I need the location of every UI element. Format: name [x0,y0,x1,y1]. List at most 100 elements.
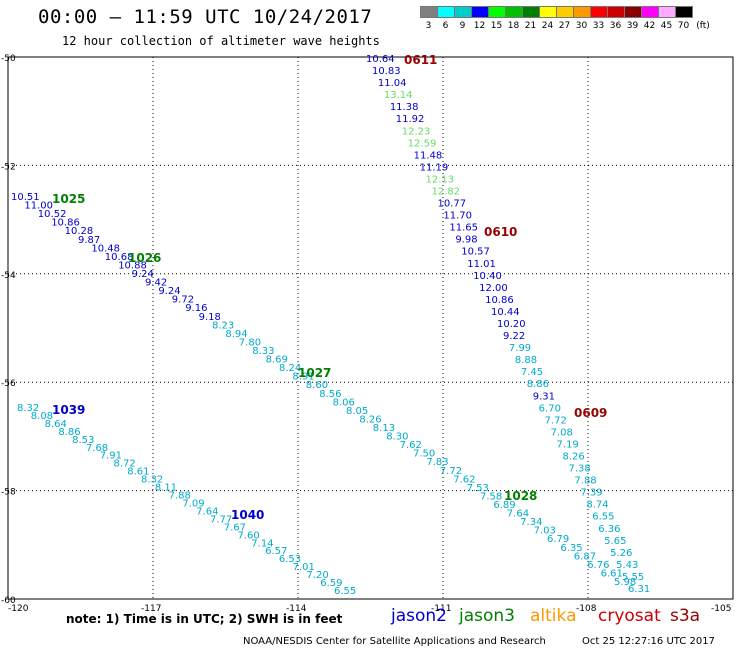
scale-label: 3 [425,21,432,31]
color-scale [420,6,693,18]
footnote: note: 1) Time is in UTC; 2) SWH is in fe… [66,612,343,626]
wave-height-value: 10.86 [51,218,80,229]
wave-height-value: 7.09 [182,498,204,509]
wave-height-value: 10.40 [473,271,502,282]
wave-height-value: 13.14 [384,90,413,101]
wave-height-value: 7.83 [426,457,448,468]
wave-height-value: 11.70 [443,211,472,222]
wave-height-value: 11.00 [24,201,53,212]
page-subtitle: 12 hour collection of altimeter wave hei… [62,34,380,48]
latitude-label: -60 [1,596,16,606]
pass-time-label: 0611 [404,53,437,67]
wave-height-value: 11.48 [414,150,443,161]
wave-height-value: 9.16 [185,303,207,314]
wave-height-value: 7.64 [507,509,529,520]
longitude-label: -105 [711,604,731,614]
wave-height-value: 8.69 [266,355,288,366]
scale-label: 15 [490,21,503,31]
wave-height-value: 8.26 [563,452,585,463]
wave-height-value: 11.19 [420,162,449,173]
wave-height-value: 6.57 [265,546,287,557]
wave-height-value: 7.64 [196,506,218,517]
legend-altika: altika [530,606,577,626]
wave-height-value: 9.22 [503,331,525,342]
wave-height-value: 9.24 [132,269,154,280]
scale-label: 70 [677,21,690,31]
wave-height-value: 7.72 [545,415,567,426]
wave-height-value: 12.23 [402,126,431,137]
wave-height-value: 8.24 [279,363,301,374]
wave-height-value: 8.33 [252,346,274,357]
wave-height-value: 8.32 [141,475,163,486]
wave-height-value: 8.72 [113,459,135,470]
wave-height-value: 8.94 [225,329,247,340]
wave-height-value: 8.86 [58,427,80,438]
wave-height-value: 6.55 [592,512,614,523]
wave-height-value: 10.57 [461,247,490,258]
wave-height-value: 7.99 [509,343,531,354]
wave-height-value: 7.39 [580,488,602,499]
longitude-label: -111 [431,604,451,614]
wave-height-value: 11.04 [378,78,407,89]
wave-height-value: 5.65 [604,536,626,547]
wave-height-value: 9.87 [78,235,100,246]
scale-label: 24 [541,21,554,31]
pass-time-label: 0609 [574,406,607,420]
wave-height-value: 7.58 [480,491,502,502]
wave-height-value: 12.82 [432,187,461,198]
legend-cryosat: cryosat [598,606,661,626]
wave-height-value: 8.74 [586,500,608,511]
wave-height-value: 8.60 [306,380,328,391]
wave-height-value: 6.89 [493,500,515,511]
wave-height-value: 8.05 [346,406,368,417]
wave-height-value: 5.55 [622,572,644,583]
wave-height-value: 7.08 [551,427,573,438]
wave-height-value: 10.68 [105,252,134,263]
wave-height-value: 10.44 [491,307,520,318]
wave-height-value: 11.38 [390,102,419,113]
wave-height-value: 9.42 [145,278,167,289]
wave-height-value: 10.86 [485,295,514,306]
wave-height-value: 8.11 [155,483,177,494]
pass-time-label: 1039 [52,403,85,417]
wave-height-value: 8.08 [31,411,53,422]
wave-height-value: 7.68 [86,443,108,454]
latitude-label: -56 [1,379,16,389]
scale-label: 36 [609,21,622,31]
wave-height-value: 12.00 [479,283,508,294]
longitude-label: -114 [286,604,307,614]
wave-height-value: 10.28 [65,226,94,237]
longitude-label: -120 [8,604,29,614]
pass-time-label: 1027 [298,366,331,380]
wave-height-value: 7.62 [453,474,475,485]
legend-jason2: jason2 [391,606,447,626]
scale-label: 42 [643,21,656,31]
wave-height-value: 7.38 [568,464,590,475]
wave-height-value: 9.24 [158,286,180,297]
wave-height-value: 5.98 [614,577,636,588]
wave-height-value: 11.92 [396,114,425,125]
wave-height-value: 7.88 [169,491,191,502]
wave-height-value: 8.26 [359,414,381,425]
latitude-label: -54 [1,271,16,281]
latitude-label: -52 [1,162,16,172]
legend-s3a: s3a [670,606,701,626]
wave-height-value: 12.13 [426,174,455,185]
wave-height-value: 7.60 [238,530,260,541]
wave-height-value: 8.88 [515,355,537,366]
wave-height-value: 8.53 [72,435,94,446]
wave-height-value: 6.31 [628,584,650,595]
scale-label: 45 [660,21,673,31]
wave-height-value: 7.72 [440,466,462,477]
wave-height-value: 7.01 [293,562,315,573]
map-frame [7,56,734,600]
scale-swatch [675,6,693,18]
wave-height-value: 8.06 [333,397,355,408]
scale-label: 27 [558,21,571,31]
wave-height-value: 10.20 [497,319,526,330]
wave-height-value: 7.77 [210,514,232,525]
wave-height-value: 10.51 [11,192,40,203]
wave-height-value: 10.88 [118,260,147,271]
wave-height-value: 8.13 [373,423,395,434]
wave-height-value: 5.43 [616,560,638,571]
